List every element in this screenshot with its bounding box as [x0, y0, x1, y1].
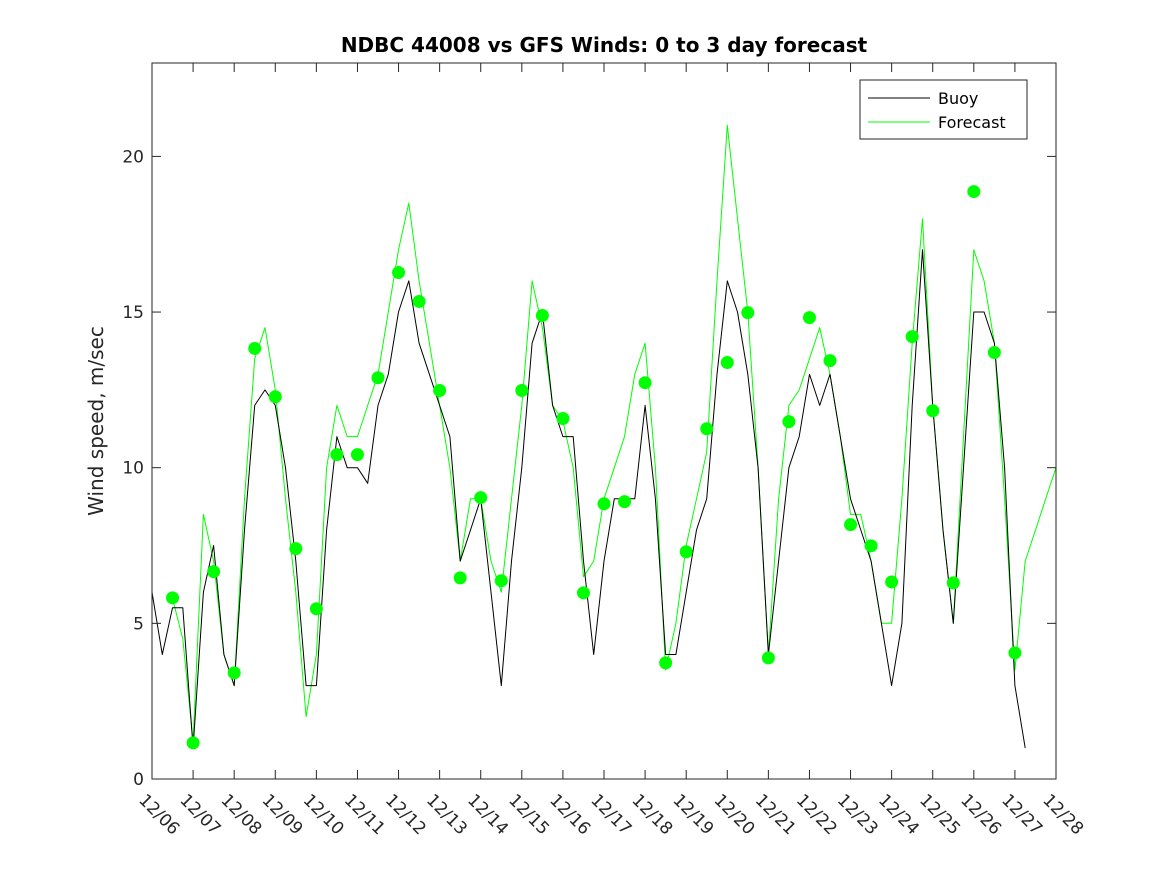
forecast-start-point [535, 308, 549, 322]
forecast-start-point [166, 591, 180, 605]
forecast-start-point [597, 497, 611, 511]
y-tick-label: 15 [122, 303, 144, 323]
forecast-start-point [741, 306, 755, 320]
forecast-start-point [392, 266, 406, 280]
forecast-start-point [350, 448, 364, 462]
forecast-start-point [946, 576, 960, 590]
forecast-start-point [823, 354, 837, 368]
series-line-buoy [151, 249, 1026, 749]
forecast-start-point [761, 651, 775, 665]
forecast-start-point [802, 311, 816, 325]
forecast-start-point [1008, 646, 1022, 660]
y-tick-label: 10 [122, 459, 144, 479]
forecast-start-point [659, 656, 673, 670]
forecast-start-point [844, 518, 858, 532]
forecast-start-point [556, 412, 570, 426]
legend-forecast-label: Forecast [938, 113, 1006, 132]
forecast-start-point [207, 565, 221, 579]
forecast-start-point [864, 539, 878, 553]
forecast-start-point [905, 330, 919, 344]
forecast-start-point [371, 371, 385, 385]
forecast-start-point [720, 355, 734, 369]
forecast-start-point [330, 448, 344, 462]
forecast-start-point [494, 574, 508, 588]
forecast-start-point [309, 602, 323, 616]
forecast-start-point [885, 575, 899, 589]
plot-area [151, 124, 1057, 750]
forecast-start-point [453, 571, 467, 585]
forecast-start-point [638, 376, 652, 390]
y-tick-label: 5 [133, 614, 144, 634]
forecast-start-point [679, 545, 693, 559]
forecast-start-point [700, 422, 714, 436]
forecast-start-point [987, 346, 1001, 360]
forecast-start-point [227, 666, 241, 680]
y-tick-label: 20 [122, 147, 144, 167]
legend: Buoy Forecast [859, 79, 1028, 140]
forecast-start-point [474, 491, 488, 505]
forecast-start-point [926, 404, 940, 418]
forecast-start-point [576, 586, 590, 600]
forecast-start-point [433, 383, 447, 397]
forecast-start-point [412, 294, 426, 308]
legend-box [859, 79, 1028, 140]
y-tick-label: 0 [133, 770, 144, 790]
forecast-start-point [618, 495, 632, 509]
legend-buoy-label: Buoy [938, 89, 978, 108]
y-axis-label: Wind speed, m/sec [84, 326, 108, 516]
series-line-forecast [172, 124, 1057, 743]
forecast-start-point [782, 415, 796, 429]
forecast-start-point [289, 542, 303, 556]
chart-title: NDBC 44008 vs GFS Winds: 0 to 3 day fore… [341, 33, 868, 57]
forecast-start-point [515, 383, 529, 397]
forecast-start-point [186, 736, 200, 750]
forecast-start-point [268, 390, 282, 404]
forecast-start-point [248, 341, 262, 355]
forecast-start-point [967, 185, 981, 199]
